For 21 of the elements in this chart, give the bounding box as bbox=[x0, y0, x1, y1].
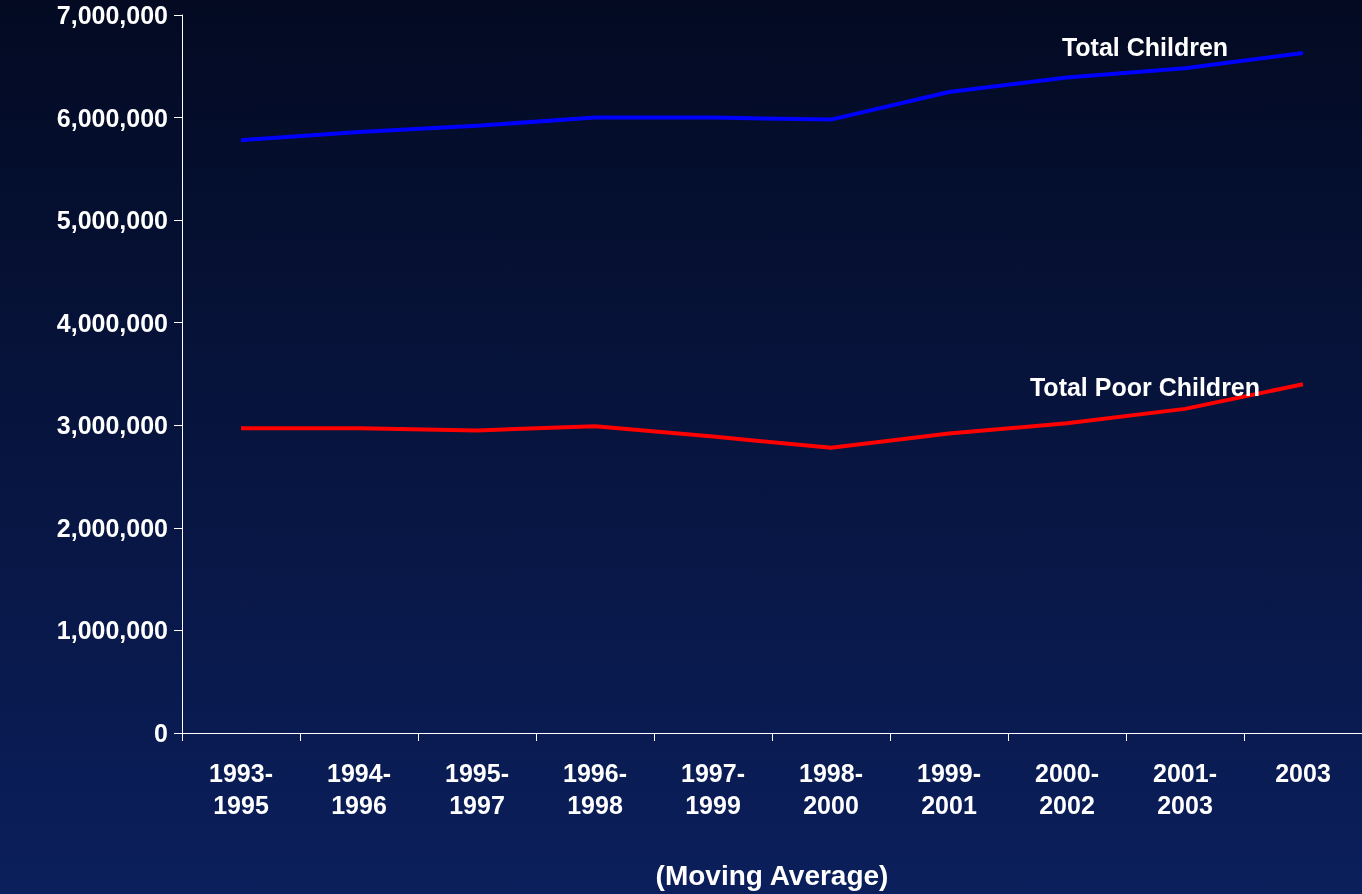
x-tick-label: 2001-2003 bbox=[1153, 759, 1217, 819]
x-tick-label: 2000-2002 bbox=[1035, 759, 1099, 819]
x-tick-label: 1995-1997 bbox=[445, 759, 509, 819]
y-tick-label: 4,000,000 bbox=[56, 308, 168, 337]
x-tick-label: 1996-1998 bbox=[563, 759, 627, 819]
y-tick-label: 6,000,000 bbox=[56, 103, 168, 132]
x-tick-label: 1997-1999 bbox=[681, 759, 745, 819]
y-tick-label: 0 bbox=[154, 719, 168, 747]
x-axis-title: (Moving Average) bbox=[655, 859, 889, 891]
x-tick-label: 1999-2001 bbox=[917, 759, 981, 819]
y-tick-label: 3,000,000 bbox=[56, 411, 168, 440]
x-tick-label: 2003 bbox=[1275, 759, 1331, 787]
y-tick-label: 1,000,000 bbox=[56, 616, 168, 645]
series-label: Total Children bbox=[1061, 32, 1229, 61]
x-tick-label: 1993-1995 bbox=[209, 759, 273, 819]
x-tick-label: 1998-2000 bbox=[799, 759, 863, 819]
x-tick-label: 1994-1996 bbox=[327, 759, 391, 819]
series-label: Total Poor Children bbox=[1029, 373, 1261, 402]
y-tick-label: 7,000,000 bbox=[56, 1, 168, 29]
y-tick-label: 2,000,000 bbox=[56, 513, 168, 542]
y-tick-label: 5,000,000 bbox=[56, 206, 168, 235]
